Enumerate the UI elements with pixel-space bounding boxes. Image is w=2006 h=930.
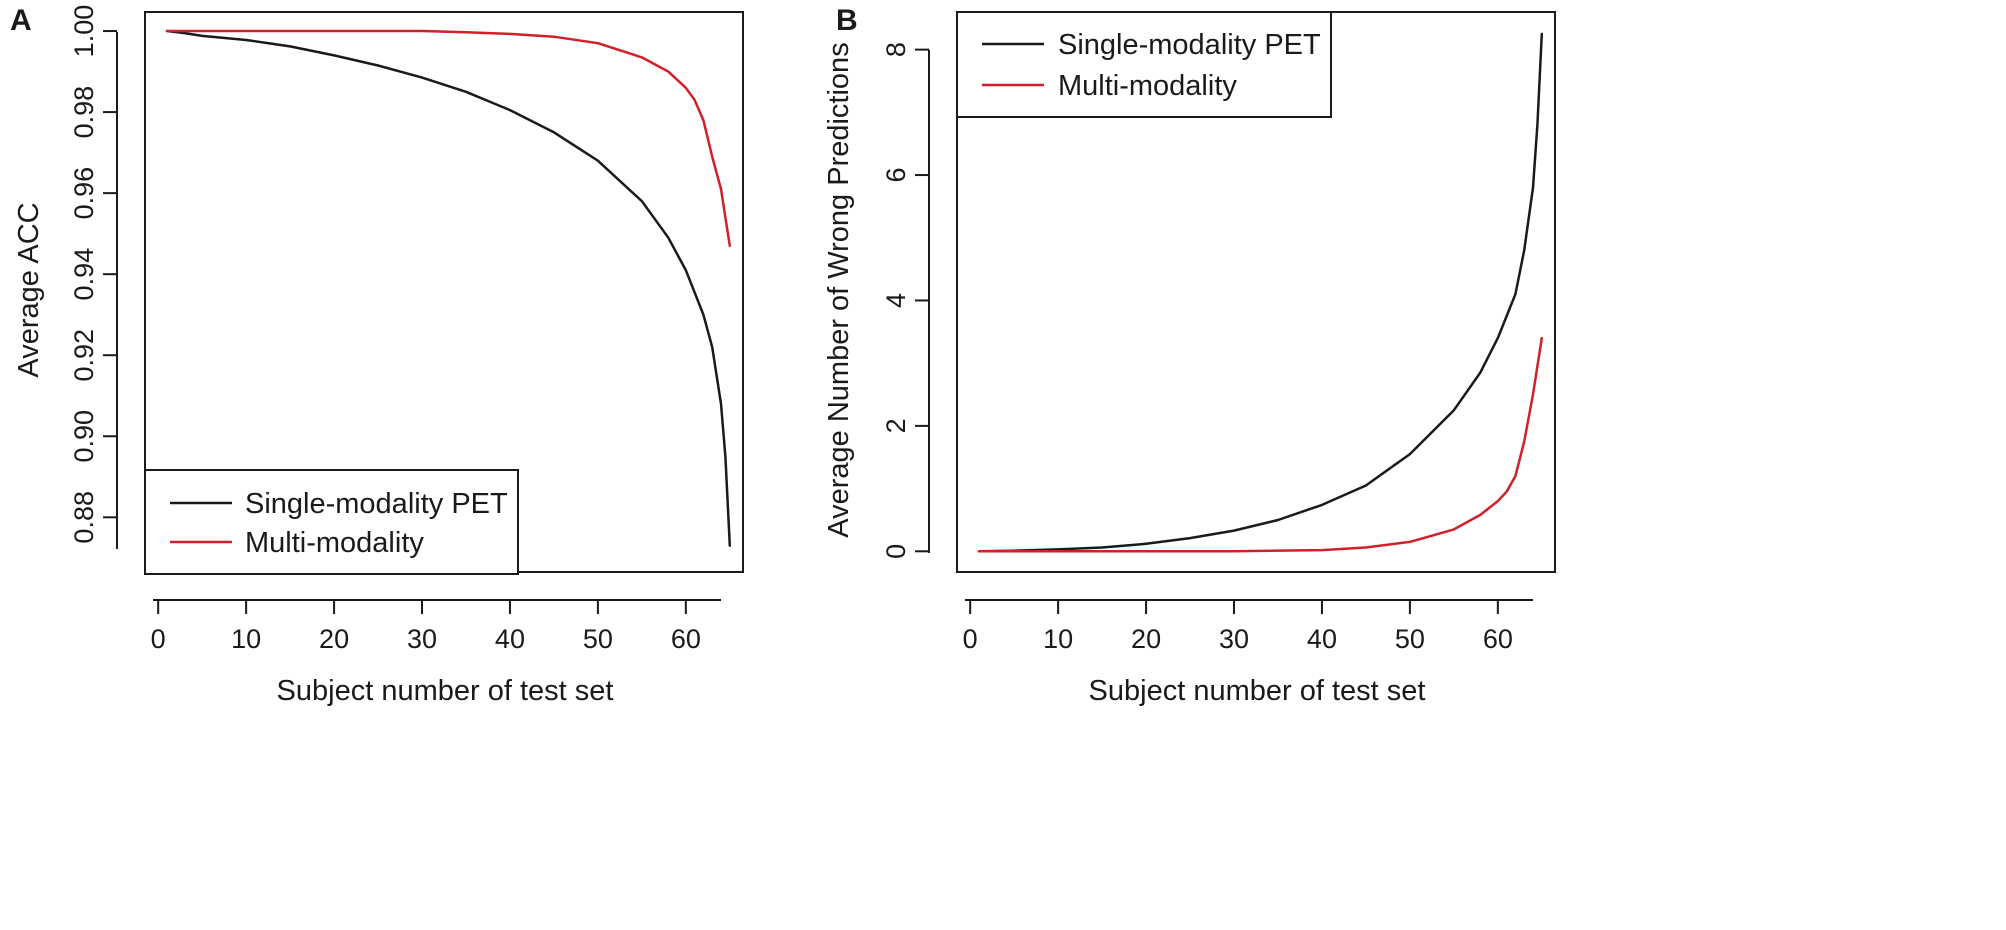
panel-b-x-tick-label: 0: [963, 624, 978, 654]
panel-b-y-tick-label: 2: [881, 418, 911, 433]
panel-a-legend-box: [144, 469, 519, 575]
panel-b-series-line-single-modality: [977, 32, 1544, 553]
panel-b-y-tick-label: 8: [881, 42, 911, 57]
panel-b-y-tick-label: 6: [881, 168, 911, 183]
panel-a-legend-label-single: Single-modality PET: [245, 488, 508, 520]
panel-a-y-tick-label: 0.88: [69, 491, 99, 544]
panel-a-y-ticks: 0.88 0.90 0.92 0.94 0.96 0.98 1.00: [69, 5, 117, 544]
panel-a-x-ticks: 0 10 20 30 40 50 60: [151, 600, 701, 654]
panel-b-legend-box: [956, 11, 1332, 118]
panel-a-y-tick-label: 0.96: [69, 167, 99, 220]
panel-a-y-tick-label: 0.94: [69, 248, 99, 301]
panel-a: A 0 10 20 30 40 50 60 0.88 0.90 0.92 0.94 0.96 0.98…: [10, 4, 744, 707]
panel-b-x-axis-title: Subject number of test set: [1089, 675, 1426, 707]
panel-a-x-axis-title: Subject number of test set: [277, 675, 614, 707]
panel-b-x-ticks: 0 10 20 30 40 50 60: [963, 600, 1513, 654]
panel-b-letter: B: [836, 4, 858, 37]
panel-a-legend: Single-modality PET Multi-modality: [144, 469, 519, 575]
panel-a-x-tick-label: 0: [151, 624, 166, 654]
panel-a-x-tick-label: 50: [583, 624, 613, 654]
panel-b-y-ticks: 0 2 4 6 8: [881, 42, 929, 559]
panel-b-series: [977, 32, 1544, 553]
panel-b: B 0 10 20 30 40 50 60 0 2 4 6 8 Subject number of …: [823, 4, 1556, 707]
panel-b-legend: Single-modality PET Multi-modality: [956, 11, 1332, 118]
panel-a-x-tick-label: 10: [231, 624, 261, 654]
panel-b-x-tick-label: 60: [1483, 624, 1513, 654]
panel-a-x-tick-label: 30: [407, 624, 437, 654]
panel-b-y-tick-label: 0: [881, 544, 911, 559]
panel-b-x-tick-label: 20: [1131, 624, 1161, 654]
panel-a-y-tick-label: 1.00: [69, 5, 99, 58]
panel-b-legend-label-multi: Multi-modality: [1058, 70, 1237, 102]
panel-a-y-tick-label: 0.90: [69, 410, 99, 463]
panel-a-legend-label-multi: Multi-modality: [245, 527, 424, 559]
panel-a-x-tick-label: 40: [495, 624, 525, 654]
panel-b-y-tick-label: 4: [881, 293, 911, 308]
panel-a-y-tick-label: 0.92: [69, 329, 99, 382]
panel-b-legend-label-single: Single-modality PET: [1058, 29, 1321, 61]
panel-a-series-line-single-modality: [165, 29, 732, 547]
panel-a-letter: A: [10, 4, 32, 37]
panel-b-x-tick-label: 50: [1395, 624, 1425, 654]
panel-a-y-axis-title: Average ACC: [13, 202, 45, 377]
panel-a-series-line-multi-modality: [165, 29, 732, 248]
panel-a-x-tick-label: 20: [319, 624, 349, 654]
panel-b-x-tick-label: 40: [1307, 624, 1337, 654]
panel-b-series-line-multi-modality: [977, 336, 1544, 553]
panel-a-y-tick-label: 0.98: [69, 86, 99, 139]
panel-b-y-axis-title: Average Number of Wrong Predictions: [823, 42, 855, 537]
panel-b-x-tick-label: 10: [1043, 624, 1073, 654]
panel-b-x-tick-label: 30: [1219, 624, 1249, 654]
panel-a-x-tick-label: 60: [671, 624, 701, 654]
panel-a-series: [165, 29, 732, 547]
